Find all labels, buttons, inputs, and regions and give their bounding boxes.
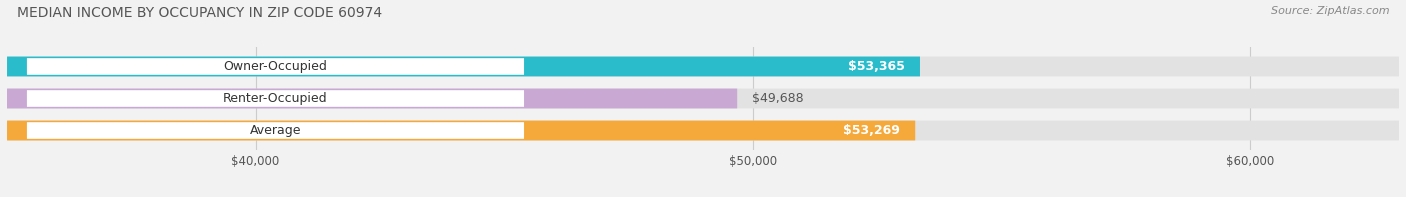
Text: MEDIAN INCOME BY OCCUPANCY IN ZIP CODE 60974: MEDIAN INCOME BY OCCUPANCY IN ZIP CODE 6… xyxy=(17,6,382,20)
FancyBboxPatch shape xyxy=(27,58,524,75)
Text: $49,688: $49,688 xyxy=(752,92,804,105)
Text: Owner-Occupied: Owner-Occupied xyxy=(224,60,328,73)
FancyBboxPatch shape xyxy=(7,121,1399,140)
Text: $53,269: $53,269 xyxy=(844,124,900,137)
Text: Renter-Occupied: Renter-Occupied xyxy=(224,92,328,105)
FancyBboxPatch shape xyxy=(7,89,737,108)
FancyBboxPatch shape xyxy=(27,90,524,107)
FancyBboxPatch shape xyxy=(7,57,920,76)
FancyBboxPatch shape xyxy=(7,89,1399,108)
FancyBboxPatch shape xyxy=(7,57,1399,76)
Text: $53,365: $53,365 xyxy=(848,60,905,73)
Text: Average: Average xyxy=(250,124,301,137)
Text: Source: ZipAtlas.com: Source: ZipAtlas.com xyxy=(1271,6,1389,16)
FancyBboxPatch shape xyxy=(7,121,915,140)
FancyBboxPatch shape xyxy=(27,122,524,139)
